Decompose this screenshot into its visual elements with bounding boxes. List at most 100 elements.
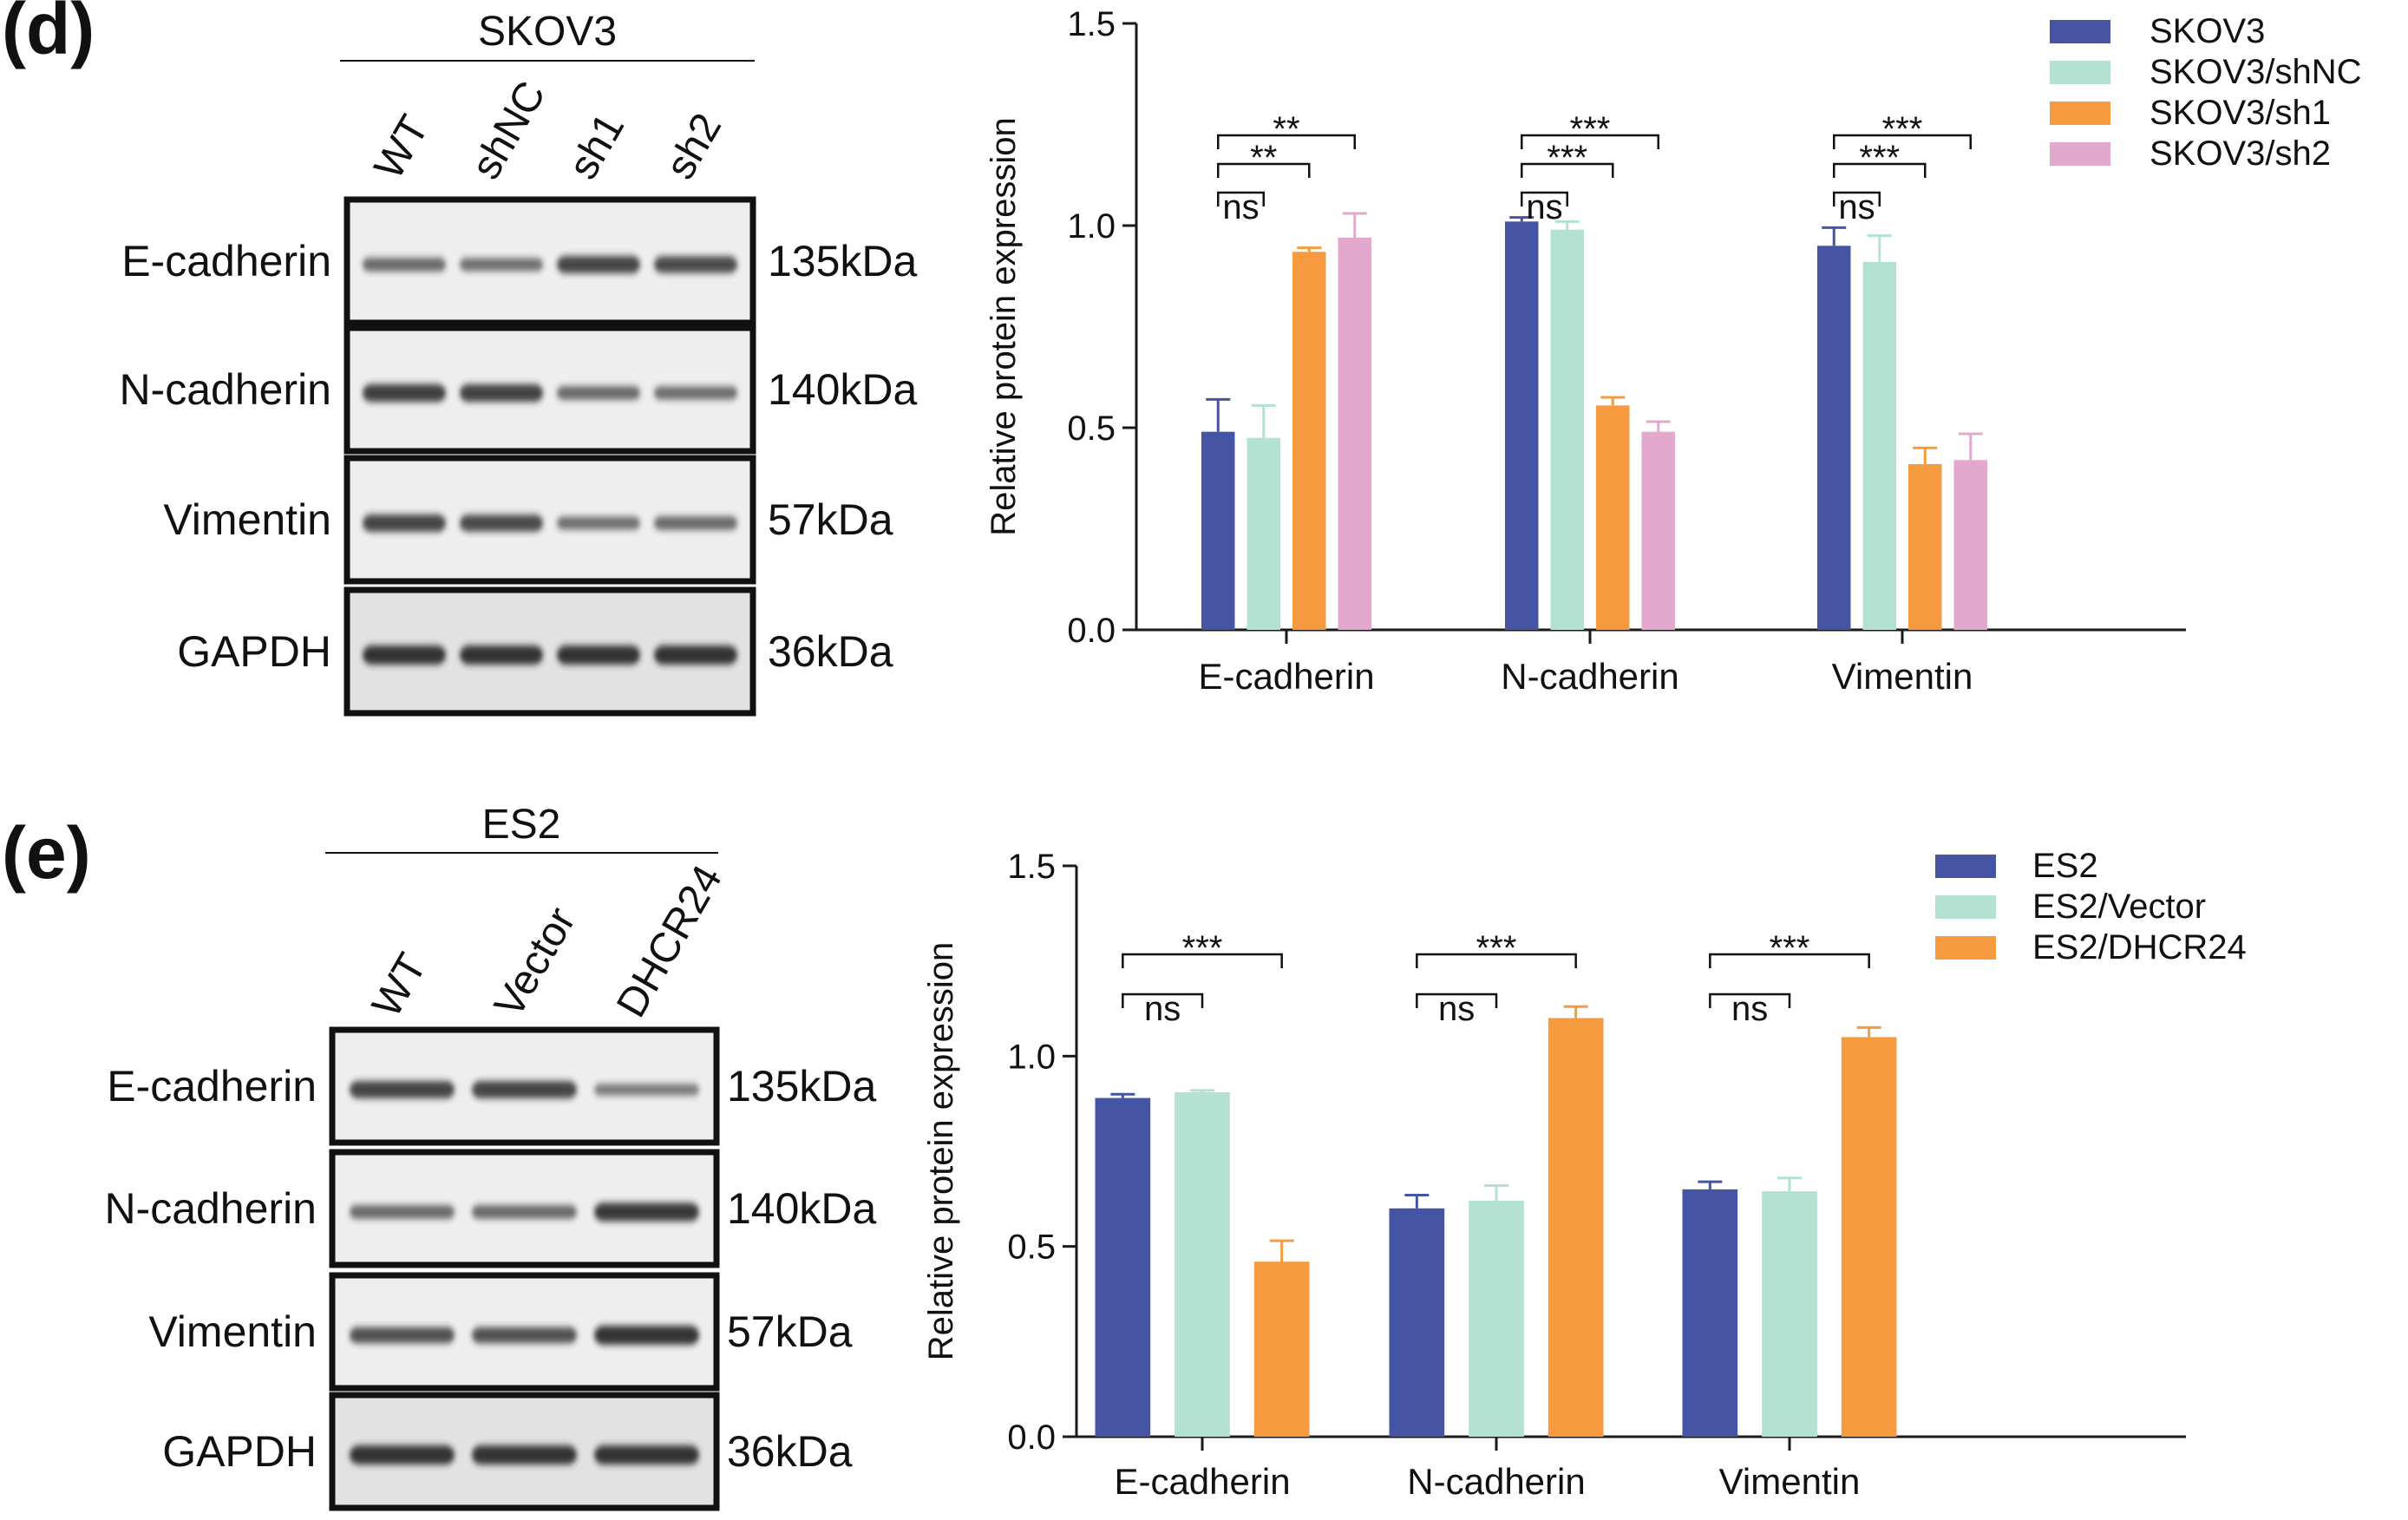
legend-swatch-skov3-sh1 [2050,102,2110,125]
lane-label-shnc: shNC [463,74,555,187]
significance-label: *** [1859,139,1900,177]
significance-bracket [1709,953,1870,968]
bar-skov3-sh1-e-cadherin [1292,252,1326,630]
protein-label-gapdh: GAPDH [177,627,331,676]
bar-skov3-shnc-vimentin [1862,261,1896,630]
panel-letter: (d) [2,0,95,69]
legend-label-es2-dhcr24: ES2/DHCR24 [2032,928,2247,966]
significance-label: ns [1838,188,1875,226]
size-label-vimentin: 57kDa [727,1307,853,1356]
significance-label: ns [1144,990,1181,1028]
legend-label-skov3: SKOV3 [2150,12,2265,50]
band-gapdh-lane-1 [349,1445,455,1464]
size-label-vimentin: 57kDa [768,495,893,544]
bar-skov3-sh2-vimentin [1953,460,1987,630]
band-n-cadherin-lane-1 [362,383,447,403]
size-label-e-cadherin: 135kDa [768,237,918,285]
lane-label-sh2: sh2 [658,106,731,187]
bar-es2-e-cadherin [1095,1097,1151,1437]
significance-bracket [1217,134,1356,149]
bar-es2-dhcr24-vimentin [1841,1037,1897,1437]
x-category-label-vimentin: Vimentin [1719,1461,1861,1502]
significance-label: *** [1570,110,1611,148]
bar-es2-vector-e-cadherin [1175,1092,1230,1437]
lane-label-vector: Vector [486,900,585,1025]
significance-bracket [1416,993,1498,1008]
legend-swatch-es2-dhcr24 [1935,936,1996,960]
significance-bracket [1122,993,1204,1008]
y-axis-title: Relative protein expression [985,117,1023,535]
significance-bracket [1521,134,1659,149]
significance-bracket [1833,162,1927,178]
band-e-cadherin-lane-3 [593,1084,700,1096]
y-tick-label: 1.5 [1067,5,1116,43]
legend-swatch-es2-vector [1935,895,1996,919]
legend-swatch-skov3-shnc [2050,61,2110,84]
protein-label-n-cadherin: N-cadherin [119,365,331,414]
band-n-cadherin-lane-1 [349,1205,455,1219]
significance-label: ns [1526,188,1562,226]
cell-line-title: SKOV3 [478,9,617,55]
x-category-label-e-cadherin: E-cadherin [1198,656,1374,697]
bar-skov3-sh2-n-cadherin [1641,431,1675,630]
band-e-cadherin-lane-2 [459,258,544,272]
legend-label-es2-vector: ES2/Vector [2032,888,2206,926]
y-tick-label: 0.5 [1067,409,1116,448]
significance-bracket [1833,191,1881,206]
legend-swatch-es2 [1935,855,1996,878]
size-label-gapdh: 36kDa [727,1427,853,1476]
y-tick-label: 1.0 [1007,1038,1056,1076]
band-gapdh-lane-3 [556,645,641,665]
significance-label: ns [1222,188,1259,226]
bar-es2-n-cadherin [1389,1208,1445,1437]
significance-label: *** [1182,929,1223,967]
band-gapdh-lane-1 [362,645,447,665]
size-label-gapdh: 36kDa [768,627,893,676]
cell-line-title: ES2 [482,802,561,848]
significance-bracket [1217,162,1311,178]
band-n-cadherin-lane-4 [653,386,738,400]
x-category-label-n-cadherin: N-cadherin [1501,656,1678,697]
size-label-n-cadherin: 140kDa [768,365,918,414]
y-tick-label: 0.0 [1067,612,1116,650]
band-vimentin-lane-1 [362,514,447,532]
panel-d: (d) SKOV3 WT shNC sh1 sh2 E-cadherin 135kDa N-ca… [2,0,2362,717]
bar-skov3-sh1-n-cadherin [1596,405,1630,630]
y-tick-label: 0.5 [1007,1228,1056,1267]
band-e-cadherin-lane-1 [362,258,447,272]
bar-skov3-sh1-vimentin [1908,463,1942,630]
x-category-label-e-cadherin: E-cadherin [1114,1461,1290,1502]
protein-label-e-cadherin: E-cadherin [121,237,331,285]
significance-bracket [1521,162,1614,178]
band-e-cadherin-lane-3 [556,256,641,273]
band-gapdh-lane-3 [593,1445,700,1464]
band-n-cadherin-lane-3 [593,1202,700,1222]
significance-label: ns [1438,990,1475,1028]
bar-es2-dhcr24-n-cadherin [1548,1018,1604,1437]
bar-es2-vector-n-cadherin [1469,1201,1524,1437]
significance-bracket [1217,191,1265,206]
bar-skov3-shnc-e-cadherin [1247,437,1280,630]
size-label-e-cadherin: 135kDa [727,1062,877,1111]
band-vimentin-lane-3 [556,516,641,530]
bar-skov3-shnc-n-cadherin [1550,229,1584,630]
significance-label: ** [1250,139,1277,177]
band-gapdh-lane-2 [459,645,544,665]
panel-letter: (e) [2,812,91,894]
significance-label: ** [1273,110,1299,148]
legend-swatch-skov3-sh2 [2050,142,2110,166]
band-gapdh-lane-4 [653,645,738,665]
legend-label-skov3-shnc: SKOV3/shNC [2150,53,2362,91]
legend-label-skov3-sh2: SKOV3/sh2 [2150,134,2331,173]
band-e-cadherin-lane-1 [349,1081,455,1098]
protein-label-vimentin: Vimentin [163,495,331,544]
protein-label-e-cadherin: E-cadherin [107,1062,317,1111]
size-label-n-cadherin: 140kDa [727,1184,877,1233]
bar-skov3-e-cadherin [1201,431,1235,630]
bar-skov3-sh2-e-cadherin [1338,237,1371,630]
protein-label-n-cadherin: N-cadherin [104,1184,317,1233]
panel-e: (e) ES2 WT Vector DHCR24 E-cadherin 135kDa N-ca… [2,802,2247,1511]
band-vimentin-lane-4 [653,516,738,530]
lane-label-sh1: sh1 [560,106,634,187]
